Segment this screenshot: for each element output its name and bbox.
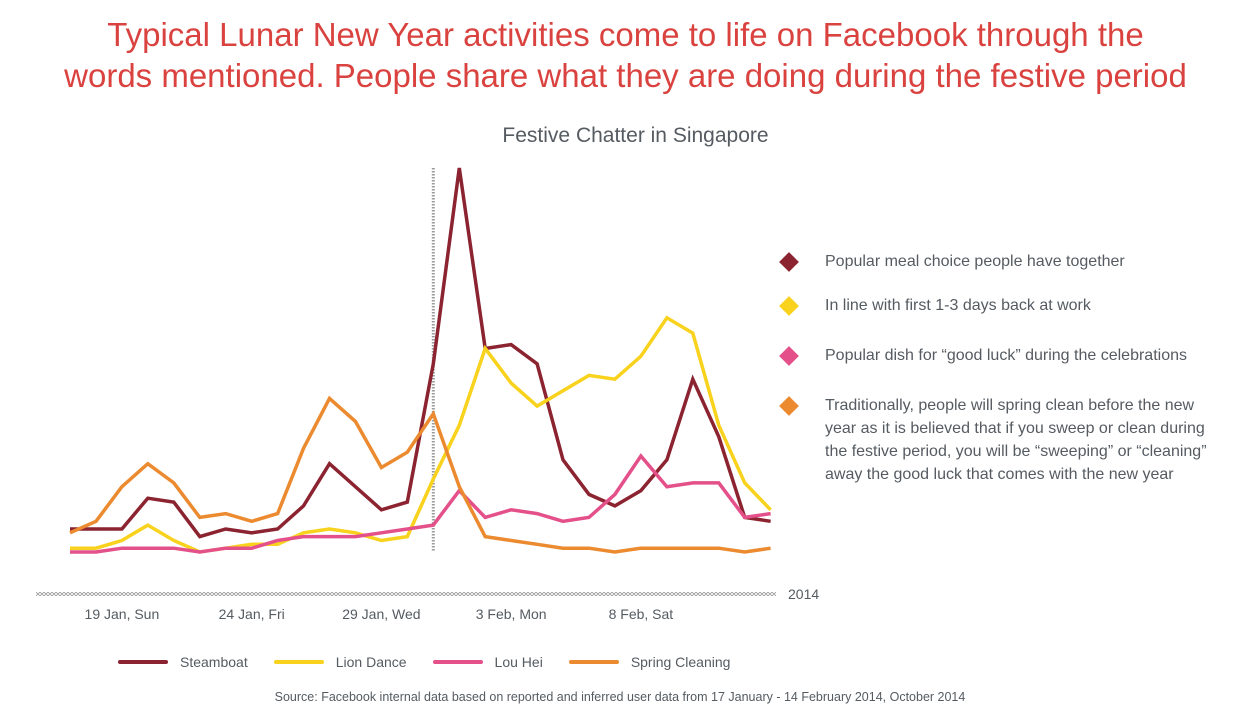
series-layer: [69, 167, 772, 554]
legend: Steamboat Lion Dance Lou Hei Spring Cleanin…: [118, 652, 756, 672]
legend-swatch: [273, 660, 324, 664]
series-line-lou-hei: [70, 453, 771, 554]
legend-item-lion-dance: Lion Dance: [273, 654, 407, 670]
headline: Typical Lunar New Year activities come t…: [0, 14, 1251, 96]
series-line-lion-dance: [70, 315, 772, 554]
legend-label: Spring Cleaning: [630, 654, 731, 670]
headline-line-2: words mentioned. People share what they …: [64, 57, 1187, 94]
legend-label: Lou Hei: [494, 654, 543, 670]
headline-line-1: Typical Lunar New Year activities come t…: [107, 16, 1144, 53]
x-axis: [36, 592, 776, 596]
legend-label: Steamboat: [180, 654, 248, 670]
chart-title: Festive Chatter in Singapore: [502, 124, 769, 147]
legend-item-steamboat: Steamboat: [118, 654, 248, 670]
x-tick-labels: 19 Jan, Sun 24 Jan, Fri 29 Jan, Wed 3 Feb, …: [85, 606, 674, 622]
annotation-text: Traditionally, people will spring clean …: [825, 397, 1207, 483]
x-tick-label: 3 Feb, Mon: [476, 606, 547, 622]
legend-item-lou-hei: Lou Hei: [432, 654, 543, 670]
legend-swatch: [118, 660, 168, 664]
annotation-text: In line with first 1-3 days back at work: [825, 297, 1091, 314]
x-tick-label: 19 Jan, Sun: [85, 606, 160, 622]
x-tick-label: 24 Jan, Fri: [219, 606, 285, 622]
year-label: 2014: [788, 586, 819, 602]
annotation-text: Popular meal choice people have together: [825, 253, 1125, 270]
legend-swatch: [568, 660, 619, 664]
legend-swatch: [432, 660, 483, 664]
series-line-spring-cleaning: [69, 395, 771, 554]
series-line-steamboat: [70, 167, 771, 539]
annotation-text: Popular dish for “good luck” during the …: [825, 347, 1187, 364]
legend-label: Lion Dance: [335, 654, 407, 670]
x-tick-label: 29 Jan, Wed: [342, 606, 420, 622]
source-note: Source: Facebook internal data based on …: [274, 690, 966, 704]
x-tick-label: 8 Feb, Sat: [609, 606, 674, 622]
legend-item-spring-cleaning: Spring Cleaning: [568, 654, 731, 670]
